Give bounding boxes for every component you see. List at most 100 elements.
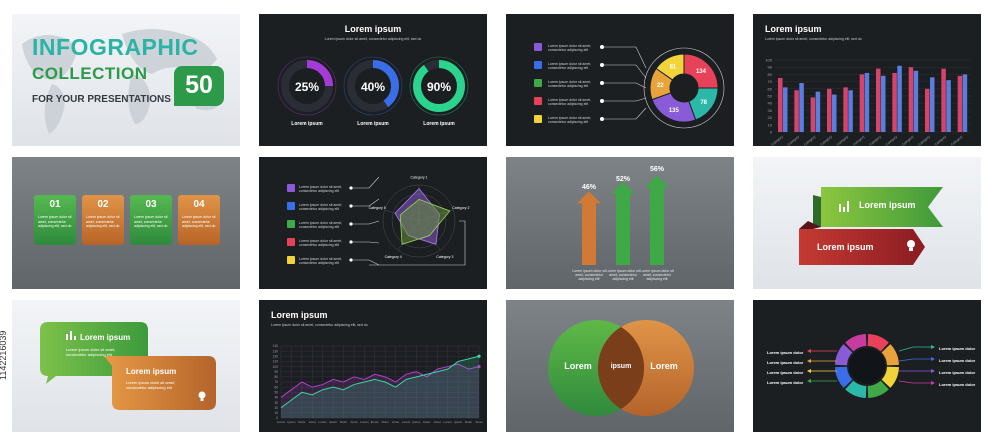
y-tick-label: 130 bbox=[273, 349, 279, 353]
line-area bbox=[281, 356, 479, 418]
green-bubble-title: Lorem ipsum bbox=[80, 333, 131, 342]
donut-segment-value: 22 bbox=[657, 83, 664, 89]
radar-item-text: Lorem ipsum dolor sit amet, consectetur … bbox=[299, 221, 343, 229]
radar-item-icon bbox=[287, 184, 295, 192]
ribbon-shapes bbox=[799, 187, 943, 265]
connector-line bbox=[351, 198, 380, 207]
cover-title-line1: INFOGRAPHIC bbox=[32, 34, 199, 60]
cycle-right-item: Lorem ipsum dolor bbox=[939, 370, 976, 375]
arrow-icon bbox=[807, 369, 811, 373]
x-tick-label: Category bbox=[770, 135, 784, 146]
y-tick-label: 30 bbox=[274, 401, 278, 405]
connector-line bbox=[351, 241, 380, 244]
ring-glow bbox=[343, 56, 403, 116]
arrow-icon bbox=[807, 359, 811, 363]
y-tick-label: 10 bbox=[274, 411, 278, 415]
y-tick-label: 110 bbox=[273, 360, 278, 364]
arrow-value: 56% bbox=[649, 166, 664, 173]
bar bbox=[832, 94, 837, 132]
bar bbox=[897, 65, 902, 132]
connector-line bbox=[604, 46, 647, 69]
radar-category-label: Category 2 bbox=[452, 206, 469, 210]
cycle-left-item: Lorem ipsum dolor bbox=[767, 370, 804, 375]
donut-segment-value: 134 bbox=[696, 69, 707, 75]
growth-arrow bbox=[645, 175, 669, 265]
orange-bubble bbox=[104, 356, 216, 410]
ring-glow bbox=[409, 56, 469, 116]
arrow-icon bbox=[931, 369, 935, 373]
bar bbox=[876, 68, 881, 132]
bar bbox=[794, 90, 799, 132]
x-tick-label: Ipsum bbox=[287, 420, 296, 424]
cards-slide: 01 Lorem ipsum dolor sit amet, consectet… bbox=[12, 157, 240, 289]
cover-tile: INFOGRAPHIC COLLECTION 50 FOR YOUR PRESE… bbox=[12, 14, 240, 146]
bar bbox=[962, 74, 968, 132]
bar bbox=[892, 72, 897, 132]
donut-segment-value: 81 bbox=[670, 65, 677, 71]
bar bbox=[881, 75, 886, 132]
donut-item-icon bbox=[534, 61, 542, 69]
orange-bubble-title: Lorem ipsum bbox=[126, 367, 177, 376]
bar bbox=[957, 75, 963, 132]
bar bbox=[930, 77, 935, 132]
donut-item-icon bbox=[534, 79, 542, 87]
growth-arrow bbox=[611, 181, 635, 265]
x-tick-label: Category bbox=[868, 135, 882, 146]
slide-title: Lorem ipsum bbox=[765, 24, 822, 34]
slide-subtitle: Lorem ipsum dolor sit amet, consectetur … bbox=[324, 37, 422, 41]
x-tick-label: Amet bbox=[475, 420, 482, 424]
step-text: Lorem ipsum dolor sit amet, consectetur … bbox=[86, 215, 120, 228]
connector-dot bbox=[349, 186, 353, 190]
ring-value: 25% bbox=[294, 80, 320, 94]
venn-middle-label: ipsum bbox=[610, 363, 632, 370]
y-tick-label: 10 bbox=[768, 122, 773, 127]
x-tick-label: Lorem bbox=[318, 420, 327, 424]
cycle-connector bbox=[898, 380, 931, 384]
step-card: 02 Lorem ipsum dolor sit amet, consectet… bbox=[82, 195, 124, 245]
cover-number-badge: 50 bbox=[174, 66, 224, 106]
line-area bbox=[281, 364, 479, 418]
donut-item-icon bbox=[534, 43, 542, 51]
red-ribbon bbox=[799, 229, 925, 265]
x-tick-label: Category bbox=[885, 135, 899, 146]
bar bbox=[799, 83, 804, 132]
green-ribbon bbox=[821, 187, 943, 227]
donut-item-text: Lorem ipsum dolor sit amet, consectetur … bbox=[548, 44, 592, 52]
y-tick-label: 30 bbox=[768, 108, 773, 113]
y-tick-label: 140 bbox=[273, 344, 279, 348]
x-tick-label: Dolor bbox=[423, 420, 430, 424]
connector-line bbox=[604, 97, 647, 102]
y-tick-label: 90 bbox=[274, 370, 278, 374]
y-tick-label: 90 bbox=[768, 65, 773, 70]
line-chart-slide: Lorem ipsum Lorem ipsum dolor sit amet, … bbox=[259, 300, 487, 432]
arrow-value: 46% bbox=[581, 184, 596, 191]
y-tick-label: 20 bbox=[768, 115, 773, 120]
x-tick-label: Dolor bbox=[340, 420, 347, 424]
y-tick-label: 40 bbox=[768, 101, 773, 106]
y-tick-label: 70 bbox=[768, 79, 773, 84]
y-tick-label: 120 bbox=[273, 354, 279, 358]
radar-item-icon bbox=[287, 256, 295, 264]
donut-segment bbox=[655, 53, 685, 81]
connector-dot bbox=[600, 117, 604, 121]
radar-item-text: Lorem ipsum dolor sit amet, consectetur … bbox=[299, 185, 343, 193]
radar-series bbox=[399, 198, 451, 245]
y-tick-label: 0 bbox=[770, 130, 773, 135]
slide-title: Lorem ipsum bbox=[344, 24, 402, 34]
y-tick-label: 60 bbox=[768, 86, 773, 91]
cycle-connector bbox=[898, 358, 931, 362]
slide-title: Lorem ipsum bbox=[271, 310, 328, 320]
lightbulb-icon bbox=[198, 391, 206, 401]
bar bbox=[913, 70, 919, 132]
connector-dot bbox=[349, 222, 353, 226]
connector-dot bbox=[349, 240, 353, 244]
chart-icon bbox=[66, 331, 76, 340]
line-endpoint bbox=[477, 364, 481, 369]
x-tick-label: Category bbox=[852, 135, 866, 146]
arrow-text: Lorem ipsum dolor sit amet, consectetur … bbox=[640, 269, 674, 281]
connector-dot bbox=[600, 81, 604, 85]
bubble-shapes bbox=[40, 322, 216, 410]
radar-category-label: Category 1 bbox=[410, 176, 427, 180]
radar-chart: Category 1 Category 2 Category 3 Category 4… bbox=[287, 176, 469, 266]
